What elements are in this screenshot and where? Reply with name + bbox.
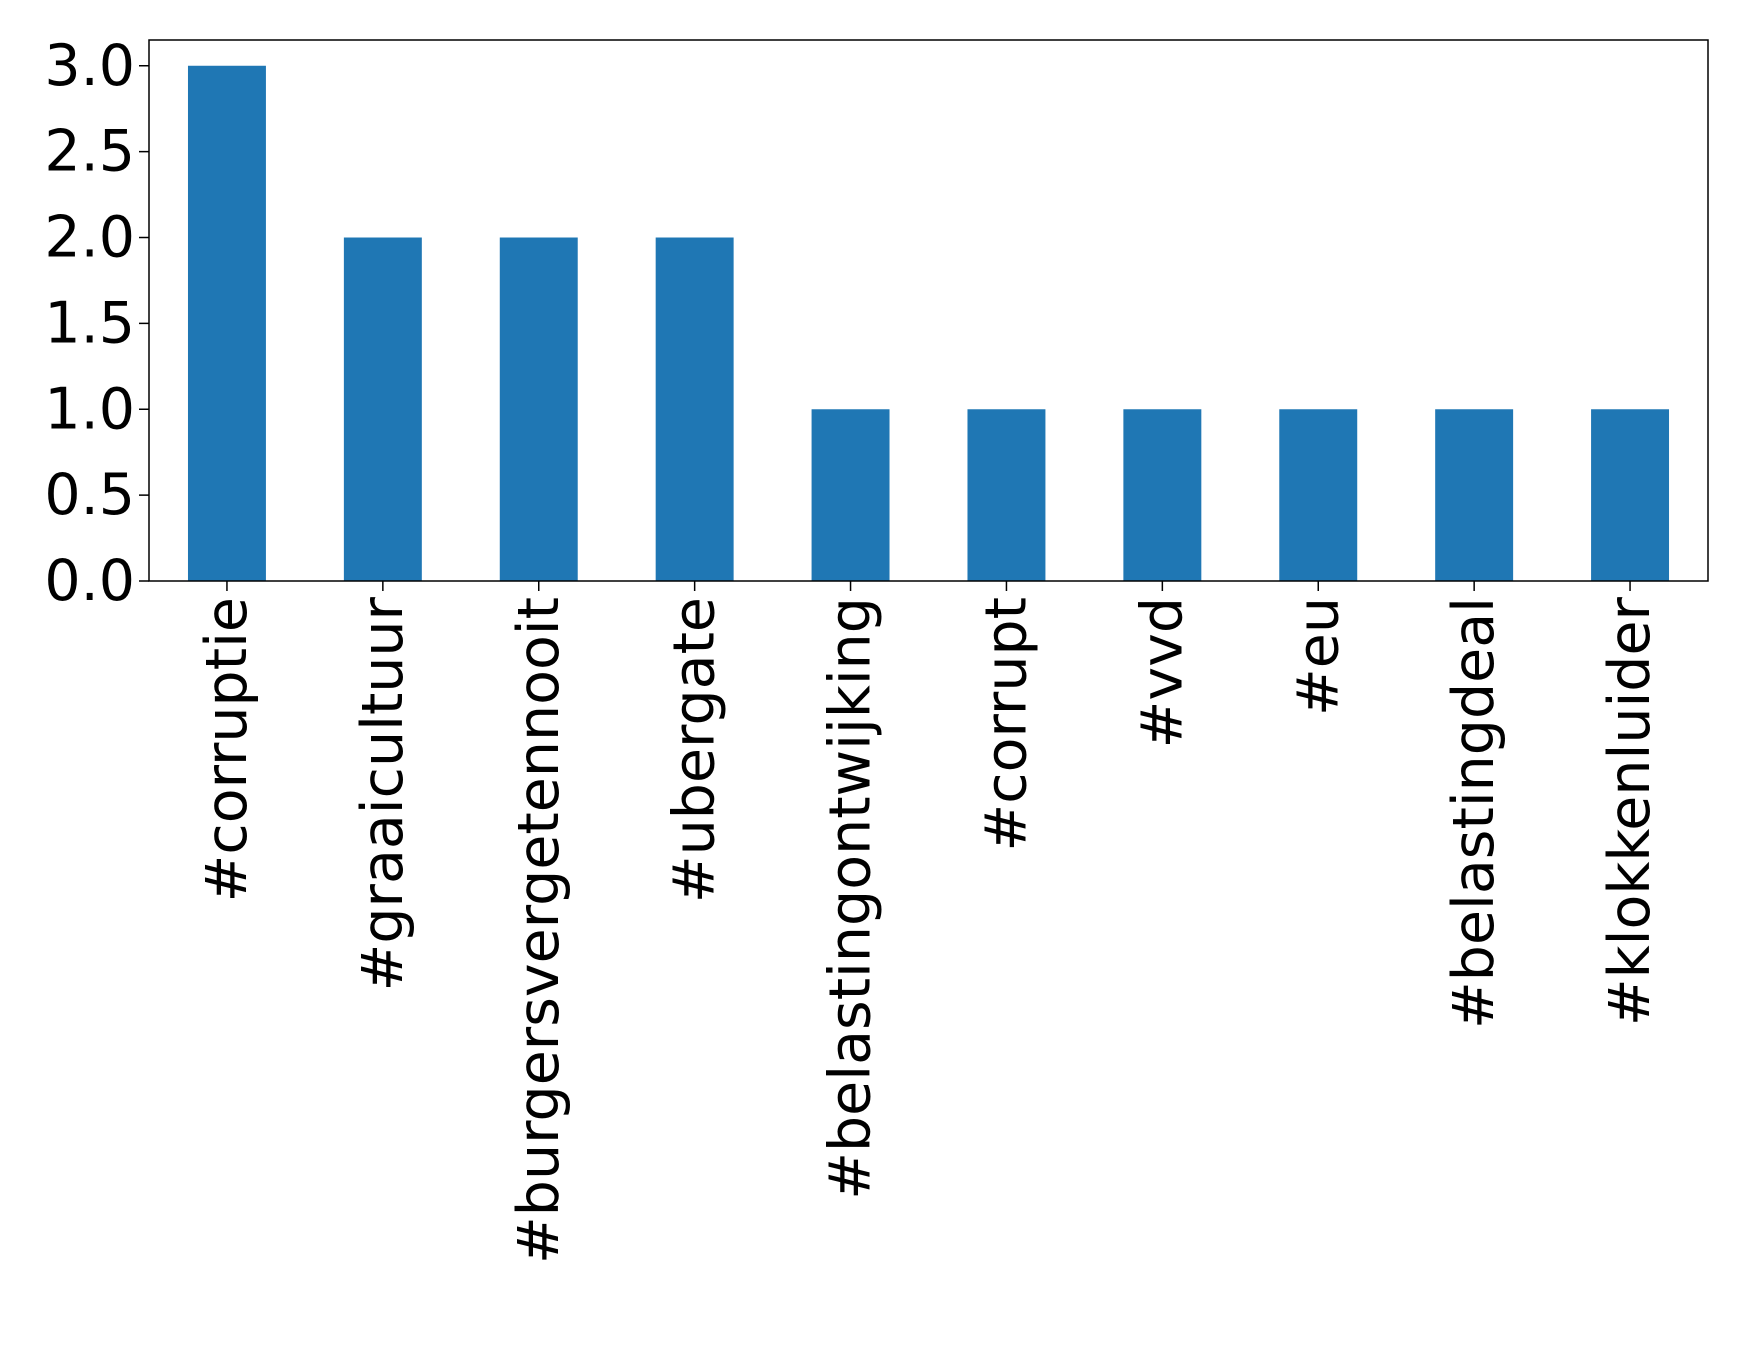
bar (499, 237, 578, 581)
plot-frame (148, 39, 1709, 582)
bar (967, 409, 1046, 581)
bar (811, 409, 890, 581)
x-tick-label: #eu (1285, 597, 1351, 716)
x-tick-label: #klokkenluider (1597, 596, 1663, 1026)
bar (1435, 409, 1514, 581)
y-tick-label: 3.0 (44, 33, 135, 99)
y-tick-label: 0.5 (44, 462, 135, 528)
x-tick-label: #graaicultuur (350, 596, 416, 991)
x-tick-label: #ubergate (662, 597, 728, 903)
x-tick-label: #belastingontwijking (818, 597, 884, 1200)
y-tick-label: 2.5 (44, 119, 135, 185)
x-tick-label: #corrupt (973, 597, 1039, 852)
y-tick-label: 1.5 (44, 290, 135, 356)
y-tick-label: 2.0 (44, 205, 135, 271)
y-tick-label: 0.0 (44, 548, 135, 614)
bar (1591, 409, 1670, 581)
x-tick-label: #corruptie (194, 597, 260, 902)
x-tick-label: #burgersvergetennooit (506, 597, 572, 1264)
bar (1279, 409, 1358, 581)
x-tick-label: #vvd (1129, 597, 1195, 748)
bar (187, 65, 266, 581)
bar (343, 237, 422, 581)
y-tick-label: 1.0 (44, 376, 135, 442)
x-tick-label: #belastingdeal (1441, 597, 1507, 1029)
bar (655, 237, 734, 581)
bar (1123, 409, 1202, 581)
